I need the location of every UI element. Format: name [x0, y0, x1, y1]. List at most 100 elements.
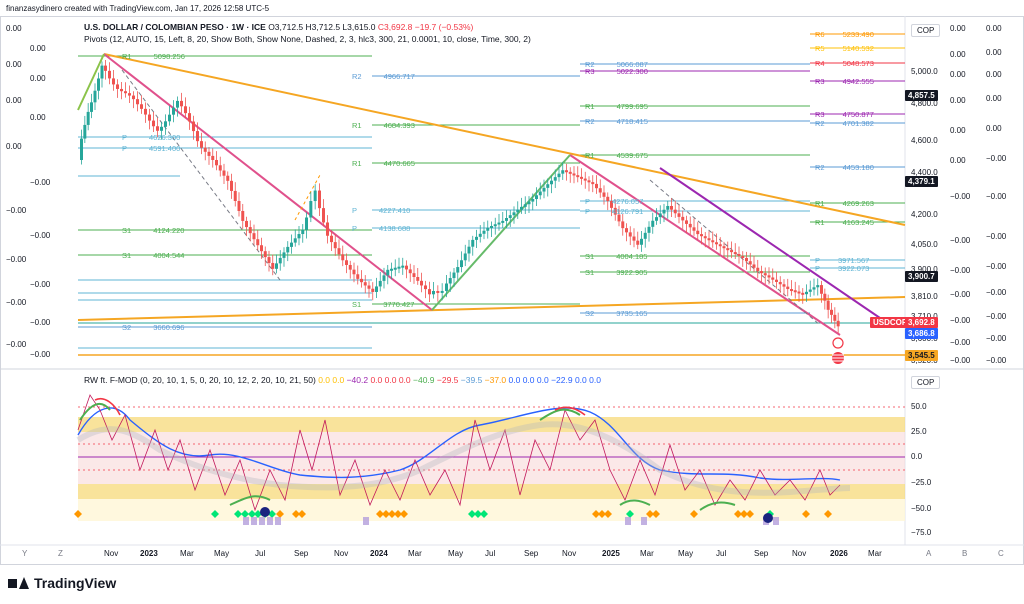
candle-body [333, 242, 337, 249]
price-tag-2: 4,379.1 [905, 176, 938, 187]
candle-body [681, 216, 685, 221]
candle-body [309, 201, 313, 218]
candle-body [733, 252, 737, 255]
right-value-label: −0.00 [986, 334, 1007, 343]
pivot-label: R1 4163.245 [815, 218, 874, 227]
candle-body [405, 265, 408, 270]
candle-body [790, 289, 793, 292]
candle-body [711, 240, 715, 243]
pivot-label: P 3971.567 [815, 256, 869, 265]
candle-body [172, 107, 175, 115]
pivot-value: 4966.717 [383, 72, 415, 81]
candle-body [282, 252, 286, 258]
oscillator-legend[interactable]: RW ft. F-MOD (0, 20, 10, 1, 5, 0, 20, 10… [84, 375, 601, 385]
left-value-label: −0.00 [30, 280, 51, 289]
candle-body [86, 111, 90, 125]
candle-body [583, 178, 587, 181]
left-value-label: 0.00 [6, 24, 22, 33]
candle-body [542, 187, 546, 192]
price-tick-label: 3,810.0 [911, 292, 938, 301]
candle-body [666, 205, 670, 210]
candle-body [535, 195, 538, 200]
pivot-label: R1 4470.665 [352, 159, 415, 168]
pivot-level: S1 [352, 300, 362, 309]
osc-tick-label: −25.0 [911, 478, 932, 487]
candle-body [830, 309, 833, 315]
candle-body [215, 159, 218, 166]
candle-body [401, 265, 405, 268]
candle-body [318, 190, 321, 209]
candle-body [647, 226, 651, 233]
candle-body [245, 220, 248, 228]
time-tick-label: Nov [104, 549, 119, 558]
left-value-label: 0.00 [6, 96, 22, 105]
pivot-level: R2 [352, 72, 362, 81]
left-value-label: −0.00 [6, 340, 27, 349]
pivot-label: R2 5066.087 [585, 60, 648, 69]
candle-body [718, 244, 722, 247]
symbol-legend[interactable]: U.S. DOLLAR / COLOMBIAN PESO · 1W · ICE … [84, 22, 473, 32]
pivots-legend[interactable]: Pivots (12, AUTO, 15, Left, 8, 20, Show … [84, 34, 531, 44]
time-tick-label: 2026 [830, 549, 848, 558]
candle-body [108, 70, 111, 79]
candle-body [184, 106, 187, 114]
tradingview-logo-icon [8, 576, 30, 590]
candle-body [651, 220, 655, 227]
candle-body [662, 209, 666, 214]
candle-body [337, 248, 341, 255]
price-axis-currency-button[interactable]: COP [911, 24, 941, 37]
candle-body [382, 275, 386, 281]
candle-body [420, 280, 423, 286]
right-value-label: −0.00 [950, 236, 971, 245]
signal-box [773, 517, 779, 525]
candle-body [741, 255, 745, 258]
pivot-level: R2 [815, 119, 825, 128]
time-tick-label: A [926, 549, 932, 558]
candle-body [490, 225, 493, 228]
time-tick-label: May [214, 549, 230, 558]
candle-body [207, 151, 211, 156]
osc-green-line [79, 402, 736, 511]
candle-body [685, 220, 688, 224]
pivot-value: 4227.410 [379, 206, 411, 215]
candle-body [371, 288, 375, 292]
right-value-label: −0.00 [986, 192, 1007, 201]
candle-body [445, 283, 448, 291]
ohlc-close: C3,692.8 [377, 22, 413, 32]
right-value-label: −0.00 [950, 290, 971, 299]
candle-body [482, 230, 486, 234]
pivot-level: R1 [585, 151, 595, 160]
pivot-label: R1 4799.695 [585, 102, 648, 111]
time-tick-label: Mar [408, 549, 422, 558]
candle-body [696, 230, 700, 235]
candle-body [248, 227, 252, 234]
pivot-label: R5 5140.532 [815, 44, 874, 53]
candle-body [557, 173, 561, 178]
candle-body [628, 232, 632, 237]
pivot-level: R1 [352, 159, 362, 168]
candle-body [148, 114, 151, 121]
signal-marker [690, 510, 698, 518]
time-tick-label: May [448, 549, 464, 558]
pivot-level: R1 [352, 121, 362, 130]
candle-body [820, 285, 823, 294]
osc-axis-currency-button[interactable]: COP [911, 376, 941, 389]
time-tick-label: Sep [294, 549, 309, 558]
signal-marker [652, 510, 660, 518]
tradingview-brand[interactable]: TradingView [8, 575, 116, 591]
left-value-label: 0.00 [6, 142, 22, 151]
candle-body [805, 291, 808, 295]
candle-body [703, 236, 707, 239]
osc-value: 0.0 [534, 375, 549, 385]
signal-marker [802, 510, 810, 518]
pivot-value: 4942.555 [842, 77, 874, 86]
candle-body [610, 201, 613, 208]
candle-body [756, 267, 760, 272]
candle-body [471, 239, 475, 247]
time-tick-label: Nov [562, 549, 577, 558]
candle-body [152, 120, 155, 127]
pivot-label: R6 5233.490 [815, 30, 874, 39]
signal-marker [241, 510, 249, 518]
pivot-value: 4269.263 [842, 199, 874, 208]
